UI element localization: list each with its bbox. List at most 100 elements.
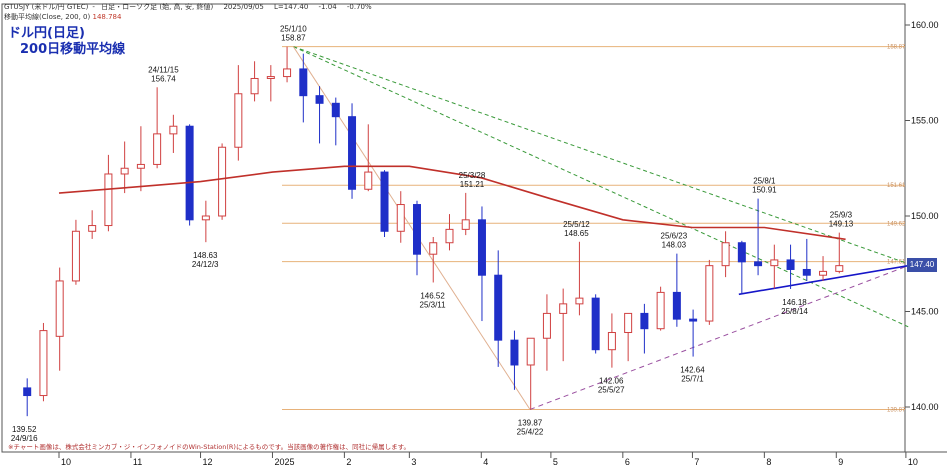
annotation-line1: 25/1/10 <box>280 25 307 34</box>
candle-body <box>364 171 373 190</box>
annotation-line2: 158.87 <box>281 34 306 43</box>
annotation-line2: 148.65 <box>564 229 589 238</box>
annotation-line2: 24/9/16 <box>11 434 38 443</box>
candle-body <box>624 312 633 334</box>
x-tick-label: 7 <box>694 457 699 467</box>
header-change-pct: -0.70% <box>346 3 372 11</box>
candle-body <box>770 259 779 267</box>
candle-body <box>640 312 649 330</box>
annotation-line2: 149.13 <box>829 220 854 229</box>
x-tick-label: 11 <box>133 457 142 467</box>
annotation-line2: 25/7/1 <box>681 375 704 384</box>
annotation-line2: 156.74 <box>151 74 176 83</box>
candle-body <box>786 259 795 270</box>
horizontal-level-label: 158.87 <box>887 45 906 51</box>
candle-body <box>510 339 519 366</box>
chart-header-line1: GTUSJY (米ドル/円 GTEC) - 日足・ローソク足 (始, 高, 安, … <box>4 3 372 11</box>
candle-body <box>689 318 698 322</box>
chart-title-line2: 200日移動平均線 <box>20 42 126 57</box>
ma-legend-value: 148.784 <box>92 13 122 21</box>
candle-body <box>802 268 811 276</box>
candle-body <box>819 270 828 276</box>
x-tick-label: 8 <box>766 457 771 467</box>
annotation-line2: 25/4/22 <box>517 427 544 436</box>
footnote: ※チャート画像は、株式会社ミンカブ・ジ・インフォノイドのWin-Station(… <box>8 443 410 451</box>
candle-body <box>71 230 80 282</box>
header-chart-type: 日足・ローソク足 (始, 高, 安, 終値) <box>101 3 214 11</box>
annotation-line1: 146.52 <box>420 291 445 300</box>
annotation-line1: 25/8/1 <box>753 177 776 186</box>
x-tick-label: 3 <box>411 457 416 467</box>
annotation-line2: 148.03 <box>662 241 687 250</box>
x-tick-label: 9 <box>838 457 843 467</box>
candle-body <box>88 225 97 232</box>
candle-body <box>201 215 210 221</box>
x-tick-label: 5 <box>553 457 558 467</box>
candle-body <box>477 219 486 276</box>
moving-average-line <box>58 165 846 241</box>
trendline-green-lower <box>293 46 909 328</box>
x-tick-label: 10 <box>61 457 71 467</box>
candle-body <box>120 167 129 175</box>
candle-body <box>542 312 551 339</box>
annotation-line2: 24/12/3 <box>192 260 219 269</box>
x-tick-label: 10 <box>908 457 918 467</box>
candle-body <box>299 68 308 97</box>
candle-body <box>445 228 454 244</box>
header-symbol: GTUSJY (米ドル/円 GTEC) <box>4 3 89 11</box>
candle-body <box>607 332 616 351</box>
annotation-line1: 146.18 <box>782 298 807 307</box>
chart-header-line2: 移動平均線(Close, 200, 0) 148.784 <box>4 12 121 22</box>
annotation-line2: 25/8/14 <box>781 307 808 316</box>
candle-body <box>413 204 421 255</box>
annotation-line1: 25/6/23 <box>661 232 688 241</box>
candle-body <box>169 125 178 135</box>
x-tick-label: 2025 <box>274 457 294 467</box>
annotation-line2: 25/3/11 <box>420 300 447 309</box>
candle-body <box>494 274 503 341</box>
candle-body <box>705 265 714 322</box>
annotation-line1: 139.52 <box>12 425 37 434</box>
candle-body <box>721 242 730 267</box>
annotation-line1: 148.63 <box>193 251 218 260</box>
candle-body <box>754 261 763 267</box>
candle-body <box>591 297 600 351</box>
trendline-purple-support <box>529 265 909 410</box>
candle-body <box>835 265 844 272</box>
candle-body <box>283 68 292 78</box>
annotation-line1: 142.06 <box>599 377 624 386</box>
candle-body <box>266 76 275 79</box>
candle-body <box>185 125 194 221</box>
annotation-line1: 25/5/12 <box>563 220 590 229</box>
candle-body <box>575 297 584 305</box>
chart-title-line1: ドル円(日足) <box>8 26 85 41</box>
annotation-line1: 24/11/15 <box>148 65 179 74</box>
candle-body <box>559 303 568 314</box>
candle-body <box>315 95 324 104</box>
horizontal-level-label: 151.61 <box>887 183 906 189</box>
trendline-tan-decline <box>292 46 531 410</box>
last-price-label: 147.40 <box>907 258 937 272</box>
ma-legend-label: 移動平均線(Close, 200, 0) <box>4 13 91 21</box>
annotation-line1: 139.87 <box>518 418 543 427</box>
candle-body <box>461 219 470 230</box>
y-tick-label: 145.00 <box>911 307 939 317</box>
header-date: 2025/09/05 <box>223 3 264 11</box>
candle-body <box>136 163 145 169</box>
x-tick-label: 6 <box>625 457 630 467</box>
candle-body <box>23 387 32 397</box>
header-change: -1.04 <box>318 3 337 11</box>
annotation-line2: 25/5/27 <box>598 386 625 395</box>
trendline-green-upper <box>293 46 909 265</box>
x-tick-label: 2 <box>346 457 351 467</box>
candle-body <box>331 102 340 118</box>
candle-body <box>672 291 681 320</box>
annotation-line2: 150.91 <box>752 186 777 195</box>
header-last: L=147.40 <box>274 3 309 11</box>
candle-body <box>656 291 665 330</box>
y-tick-label: 155.00 <box>911 116 939 126</box>
y-tick-label: 140.00 <box>911 402 939 412</box>
x-tick-label: 12 <box>203 457 213 467</box>
